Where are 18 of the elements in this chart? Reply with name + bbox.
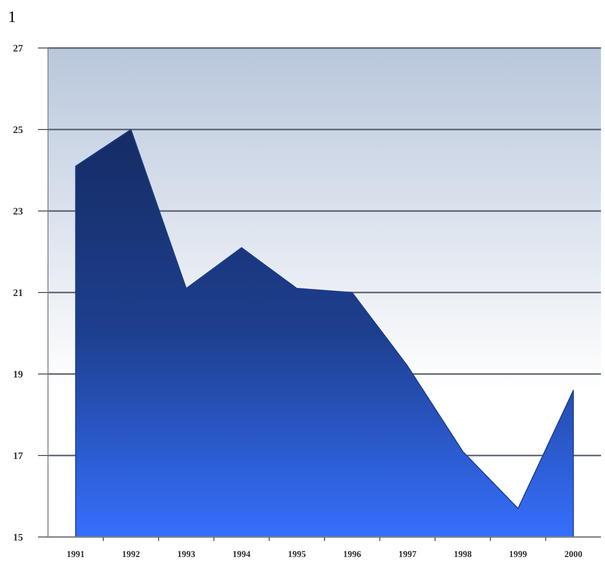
x-tick-label: 1993 bbox=[177, 549, 196, 559]
x-tick-label: 1997 bbox=[398, 549, 417, 559]
x-tick-label: 1994 bbox=[232, 549, 252, 559]
y-tick-label: 15 bbox=[13, 532, 23, 544]
y-tick-label: 25 bbox=[13, 125, 23, 136]
y-tick-label: 19 bbox=[13, 370, 23, 380]
y-tick-label: 17 bbox=[13, 451, 23, 462]
y-tick-label: 23 bbox=[13, 206, 23, 218]
y-tick-label: 27 bbox=[13, 44, 23, 54]
x-tick-label: 1995 bbox=[288, 549, 306, 559]
x-tick-label: 1991 bbox=[66, 549, 86, 559]
x-tick-label: 1992 bbox=[122, 549, 140, 559]
x-tick-label: 1999 bbox=[509, 549, 528, 559]
x-tick-label: 1996 bbox=[343, 549, 362, 559]
chart-title: 1 bbox=[8, 9, 16, 26]
y-tick-label: 21 bbox=[13, 288, 23, 299]
x-tick-label: 2000 bbox=[564, 549, 583, 559]
x-tick-label: 1998 bbox=[454, 549, 472, 559]
